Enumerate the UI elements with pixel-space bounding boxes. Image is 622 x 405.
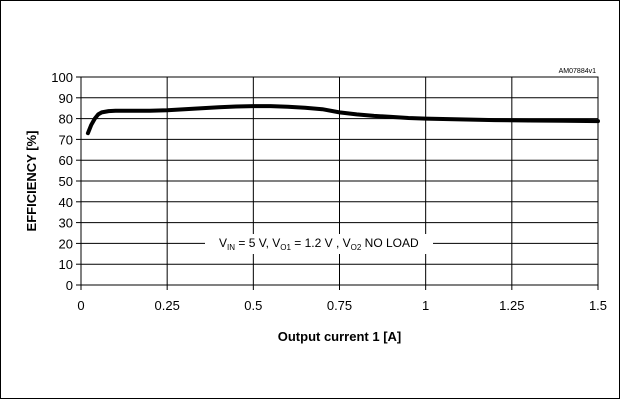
x-tick-label: 1.25 xyxy=(499,298,524,313)
y-tick-label: 40 xyxy=(59,195,73,210)
annotation-text: NO LOAD xyxy=(361,236,419,250)
y-tick-label: 100 xyxy=(51,70,73,85)
y-tick-label: 20 xyxy=(59,236,73,251)
annotation-text: = 5 V, V xyxy=(235,236,280,250)
y-tick-label: 80 xyxy=(59,112,73,127)
annotation-text: = 1.2 V , V xyxy=(291,236,351,250)
x-tick-label: 0 xyxy=(77,298,84,313)
annotation-background xyxy=(205,234,434,254)
annotation-subscript: O1 xyxy=(280,243,291,252)
y-tick-label: 10 xyxy=(59,257,73,272)
x-tick-label: 1 xyxy=(422,298,429,313)
x-axis-label: Output current 1 [A] xyxy=(278,329,402,344)
x-tick-label: 1.5 xyxy=(589,298,607,313)
conditions-annotation: VIN = 5 V, VO1 = 1.2 V , VO2 NO LOAD xyxy=(219,236,419,252)
y-tick-label: 30 xyxy=(59,216,73,231)
y-tick-label: 0 xyxy=(66,278,73,293)
y-axis-label: EFFICIENCY [%] xyxy=(24,131,39,232)
y-tick-label: 90 xyxy=(59,91,73,106)
x-tick-label: 0.75 xyxy=(327,298,352,313)
x-tick-label: 0.5 xyxy=(244,298,262,313)
annotation-text: V xyxy=(219,236,227,250)
efficiency-series-line xyxy=(85,104,600,136)
annotation-subscript: IN xyxy=(227,243,235,252)
annotation-subscript: O2 xyxy=(351,243,362,252)
figure-id-watermark: AM07884v1 xyxy=(559,68,596,75)
y-tick-label: 50 xyxy=(59,174,73,189)
x-axis-ticks: 0 0.25 0.5 0.75 1 1.25 1.5 xyxy=(77,285,607,313)
y-tick-label: 60 xyxy=(59,153,73,168)
y-tick-label: 70 xyxy=(59,132,73,147)
y-axis-ticks: 0 10 20 30 40 50 60 70 80 90 100 xyxy=(51,70,81,293)
x-tick-label: 0.25 xyxy=(155,298,180,313)
